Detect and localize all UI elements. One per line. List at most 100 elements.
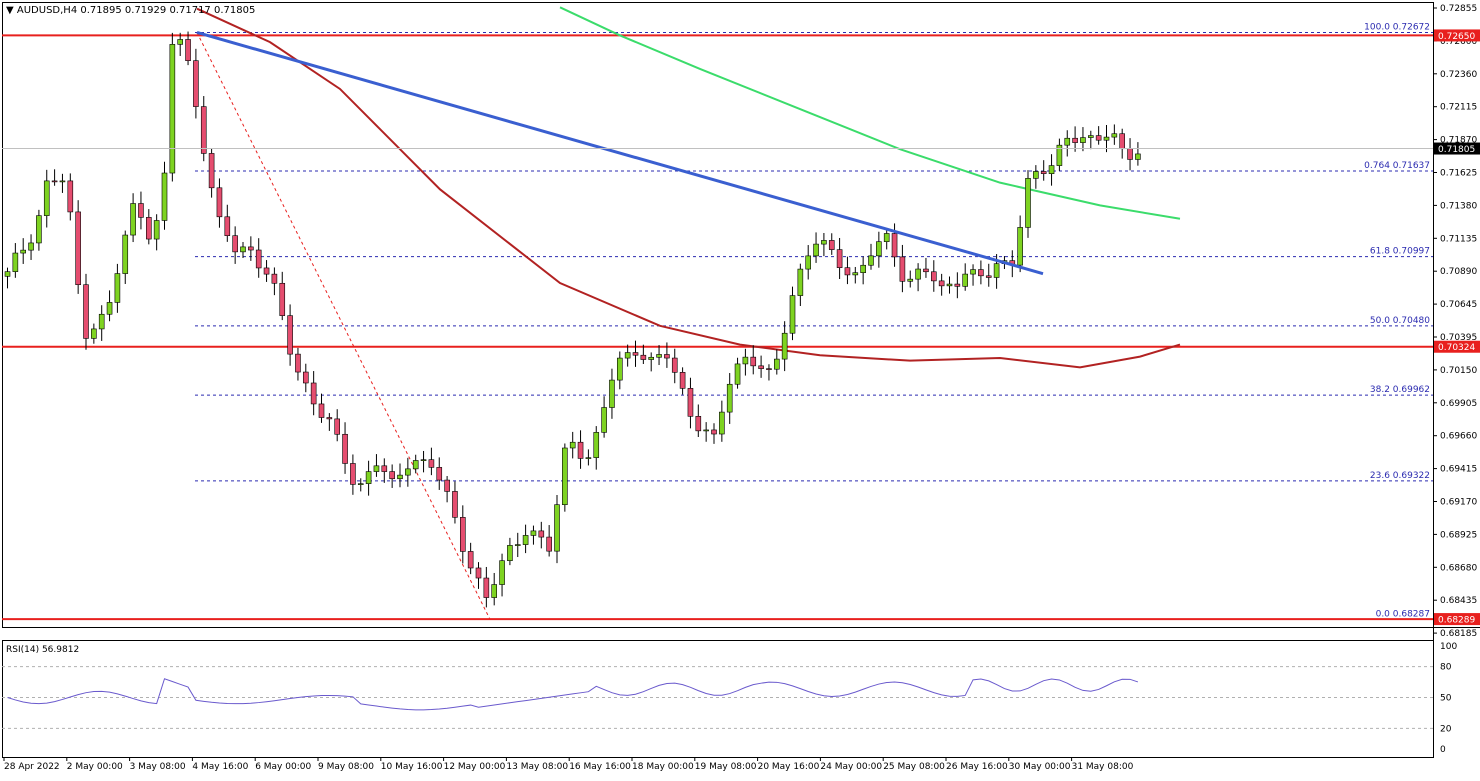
bear-candle: [758, 365, 764, 369]
bull-candle: [585, 457, 592, 459]
bull-candle: [601, 407, 607, 433]
time-tick-label: 3 May 08:00: [130, 762, 186, 772]
bull-candle: [20, 249, 27, 254]
time-tick-label: 4 May 16:00: [192, 762, 248, 772]
bear-candle: [483, 577, 490, 598]
bull-candle: [970, 269, 976, 275]
moving-averages: [196, 6, 1181, 369]
bull-candle: [703, 429, 709, 432]
bull-candle: [726, 383, 733, 413]
bull-candle: [860, 264, 866, 273]
bear-candle: [232, 235, 238, 253]
bear-candle: [985, 275, 992, 278]
bull-candle: [522, 535, 529, 545]
bear-candle: [185, 39, 191, 61]
bear-candle: [1072, 137, 1078, 143]
bear-candle: [310, 382, 317, 405]
moving-average-green: [559, 6, 1181, 220]
bull-candle: [161, 172, 168, 221]
fib-level-label: 61.8 0.70997: [1370, 247, 1430, 257]
bear-candle: [640, 354, 647, 360]
bull-candle: [852, 272, 859, 276]
time-tick-label: 16 May 16:00: [569, 762, 631, 772]
bear-candle: [83, 284, 89, 339]
bull-candle: [177, 39, 183, 45]
bull-candle: [420, 459, 427, 461]
fib-level-label: 100.0 0.72672: [1364, 22, 1430, 32]
time-tick-label: 20 May 16:00: [758, 762, 820, 772]
bear-candle: [1119, 133, 1125, 150]
price-axis: 0.72855 0.72600 0.72360 0.72115 0.71870 0.716…: [2, 4, 1480, 639]
bear-candle: [538, 530, 545, 538]
bull-candle: [4, 271, 11, 277]
bull-candle: [122, 234, 129, 274]
bear-candle: [271, 273, 278, 284]
fib-level-label: 38.2 0.69962: [1370, 385, 1430, 395]
bear-candle: [1095, 135, 1102, 141]
price-tag: [1434, 613, 1480, 626]
bear-candle: [891, 233, 898, 258]
bull-candle: [1017, 227, 1023, 266]
bull-candle: [1088, 135, 1094, 138]
bull-candle: [946, 283, 953, 287]
bear-candle: [1127, 148, 1133, 160]
bull-candle: [499, 560, 505, 585]
price-tick-label: 0.72115: [1440, 103, 1477, 113]
bull-candle: [1135, 153, 1141, 160]
bull-candle: [883, 233, 890, 242]
fib-level-label: 0.764 0.71637: [1364, 161, 1430, 171]
bear-candle: [687, 388, 694, 417]
bull-candle: [130, 203, 136, 236]
bear-candle: [475, 567, 482, 579]
bear-candle: [459, 517, 466, 552]
rsi-tick-label: 80: [1440, 663, 1452, 673]
time-tick-label: 19 May 08:00: [695, 762, 757, 772]
bull-candle: [742, 356, 749, 365]
bear-candle: [216, 187, 223, 218]
bull-candle: [114, 273, 121, 303]
bear-candle: [664, 354, 670, 359]
bull-candle: [397, 474, 403, 480]
bear-candle: [1040, 171, 1047, 174]
price-tag-label: 0.72650: [1438, 32, 1475, 42]
bear-candle: [938, 280, 945, 287]
bear-candle: [287, 315, 293, 355]
time-tick-label: 31 May 08:00: [1072, 762, 1134, 772]
bear-candle: [452, 491, 458, 518]
price-tick-label: 0.70150: [1440, 366, 1477, 376]
bear-candle: [671, 357, 678, 373]
bull-candle: [59, 180, 66, 183]
trendline: [196, 31, 1044, 276]
bull-candle: [1056, 144, 1063, 166]
price-tick-label: 0.69660: [1440, 432, 1477, 442]
price-tick-label: 0.72360: [1440, 70, 1477, 80]
price-tag: [1434, 29, 1480, 42]
bear-candle: [255, 249, 262, 269]
bull-candle: [719, 411, 725, 435]
fibonacci-levels: 100.0 0.72672 0.764 0.71637 61.8 0.70997 50…: [195, 22, 1433, 620]
bull-candle: [656, 354, 662, 358]
bull-candle: [648, 356, 655, 360]
bear-candle: [263, 267, 270, 275]
price-tick-label: 0.68680: [1440, 563, 1477, 573]
fib-level-label: 0.0 0.68287: [1376, 609, 1430, 619]
time-tick-label: 26 May 16:00: [946, 762, 1008, 772]
trendline-layer: [196, 31, 1044, 276]
price-tag-label: 0.70324: [1438, 343, 1475, 353]
bear-candle: [899, 256, 906, 282]
rsi-tick-label: 0: [1440, 745, 1446, 755]
fib-level-label: 23.6 0.69322: [1370, 471, 1430, 481]
symbol-title: ▼ AUDUSD,H4 0.71895 0.71929 0.71717 0.71…: [6, 5, 255, 16]
price-tick-label: 0.68435: [1440, 596, 1477, 606]
bull-candle: [821, 240, 827, 245]
bull-candle: [28, 242, 34, 251]
bull-candle: [98, 313, 105, 330]
bull-candle: [507, 545, 513, 562]
bull-candle: [36, 215, 42, 244]
bull-candle: [373, 465, 380, 472]
collapse-triangle-icon[interactable]: ▼: [6, 5, 14, 16]
bull-candle: [616, 357, 623, 381]
bull-candle: [530, 530, 537, 536]
